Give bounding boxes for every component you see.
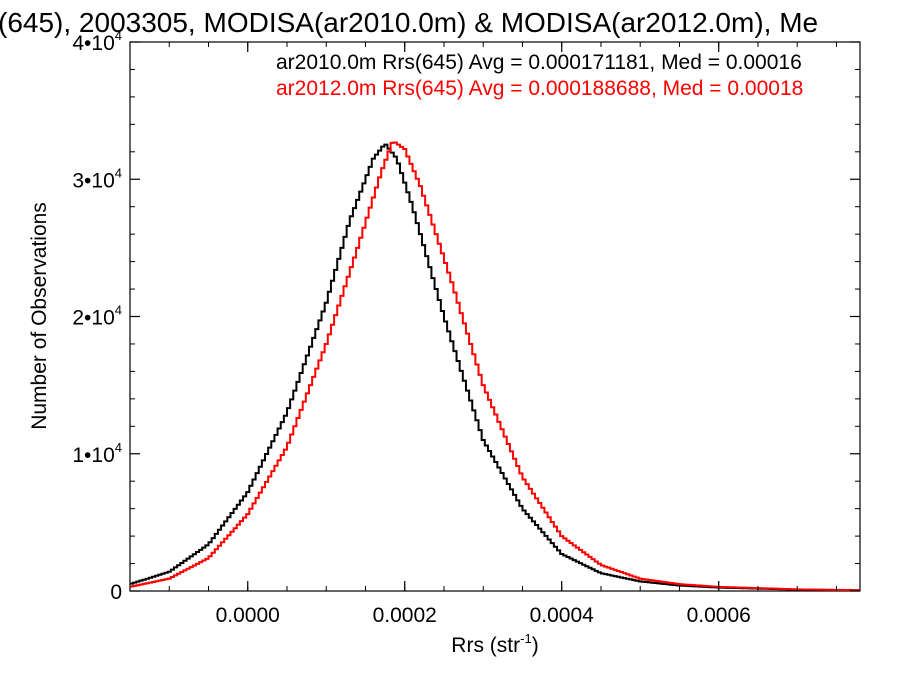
x-tick-label: 0.0004: [530, 604, 595, 627]
x-axis-label-tail: ): [532, 634, 539, 657]
y-tick-label: 0: [110, 581, 122, 604]
y-tick-label: 1•104: [72, 440, 122, 467]
series-layer: [130, 141, 860, 592]
x-tick-label: 0.0000: [216, 604, 280, 627]
x-tick-label: 0.0006: [687, 604, 751, 627]
y-tick-label: 4•104: [72, 28, 122, 55]
stats-annotation-1: ar2010.0m Rrs(645) Avg = 0.000171181, Me…: [276, 51, 802, 74]
histogram-series-2: [130, 141, 860, 592]
y-tick-label: 2•104: [72, 303, 122, 330]
chart-title: (645), 2003305, MODISA(ar2010.0m) & MODI…: [0, 7, 818, 38]
tick-layer: 0.0000 0.0002 0.0004 0.0006 0 1•104 2•104 3•104…: [72, 28, 860, 627]
x-axis-label-main: Rrs (str: [451, 634, 520, 657]
x-axis-label: Rrs (str-1): [451, 631, 538, 657]
x-tick-label: 0.0002: [373, 604, 437, 627]
annotation-layer: ar2010.0m Rrs(645) Avg = 0.000171181, Me…: [276, 51, 803, 100]
y-axis-label: Number of Observations: [28, 202, 51, 430]
y-tick-label: 3•104: [72, 165, 122, 192]
stats-annotation-2: ar2012.0m Rrs(645) Avg = 0.000188688, Me…: [276, 77, 803, 100]
x-axis-label-sup: -1: [520, 631, 532, 646]
plot-frame: [129, 41, 861, 592]
